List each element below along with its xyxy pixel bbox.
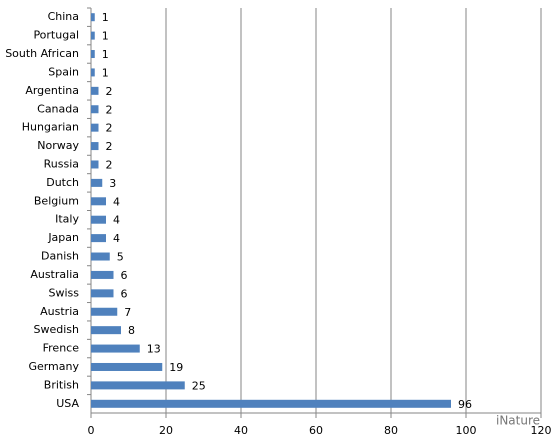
y-tick-label: Australia <box>30 268 79 281</box>
y-tick-label: Danish <box>41 250 79 263</box>
value-label: 4 <box>113 214 120 227</box>
value-label: 2 <box>106 103 113 116</box>
value-label: 1 <box>102 30 109 43</box>
bar <box>91 326 121 335</box>
x-tick-label: 80 <box>384 424 398 437</box>
y-tick-label: China <box>48 10 79 23</box>
y-tick-label: Belgium <box>34 194 79 207</box>
bar <box>91 270 114 279</box>
y-tick-label: Dutch <box>46 176 79 189</box>
bar <box>91 86 99 95</box>
x-tick-label: 60 <box>309 424 323 437</box>
x-tick-label: 40 <box>234 424 248 437</box>
y-tick-label: Frence <box>43 342 80 355</box>
value-label: 2 <box>106 158 113 171</box>
bar <box>91 344 140 353</box>
bar <box>91 13 95 22</box>
y-tick-label: Spain <box>48 65 79 78</box>
bar <box>91 50 95 59</box>
bar <box>91 289 114 298</box>
x-tick-label: 20 <box>159 424 173 437</box>
value-label: 2 <box>106 85 113 98</box>
value-label: 1 <box>102 48 109 61</box>
value-label: 19 <box>169 361 183 374</box>
y-tick-label: Italy <box>55 213 79 226</box>
y-tick-label: USA <box>56 397 79 410</box>
y-tick-label: British <box>44 378 79 391</box>
y-tick-label: Swiss <box>49 286 80 299</box>
bar <box>91 362 163 371</box>
bar <box>91 197 106 206</box>
value-label: 7 <box>124 306 131 319</box>
bar <box>91 215 106 224</box>
value-label: 6 <box>121 269 128 282</box>
y-tick-label: Germany <box>28 360 79 373</box>
value-label: 25 <box>192 379 206 392</box>
y-tick-label: Swedish <box>34 323 80 336</box>
y-tick-label: Austria <box>40 305 79 318</box>
x-tick-label: 100 <box>456 424 477 437</box>
value-label: 2 <box>106 122 113 135</box>
bar <box>91 68 95 77</box>
x-tick-label: 120 <box>531 424 552 437</box>
bar <box>91 160 99 169</box>
value-label: 1 <box>102 11 109 24</box>
bar <box>91 252 110 261</box>
y-tick-label: Japan <box>47 231 79 244</box>
bar <box>91 234 106 243</box>
value-label: 13 <box>147 343 161 356</box>
value-label: 2 <box>106 140 113 153</box>
bar <box>91 105 99 114</box>
y-tick-label: Norway <box>37 139 79 152</box>
y-tick-label: Russia <box>44 157 79 170</box>
bar <box>91 307 118 316</box>
value-label: 3 <box>109 177 116 190</box>
x-tick-label: 0 <box>88 424 95 437</box>
y-tick-label: Argentina <box>25 84 79 97</box>
value-label: 6 <box>121 287 128 300</box>
watermark: iNature <box>496 414 540 428</box>
value-label: 4 <box>113 195 120 208</box>
y-tick-label: Hungarian <box>22 121 79 134</box>
bar <box>91 142 99 151</box>
value-label: 5 <box>117 251 124 264</box>
y-tick-label: Portugal <box>33 29 79 42</box>
bar <box>91 178 103 187</box>
value-label: 8 <box>128 324 135 337</box>
bar <box>91 381 185 390</box>
bar <box>91 123 99 132</box>
value-label: 4 <box>113 232 120 245</box>
value-label: 96 <box>458 398 472 411</box>
y-tick-label: South African <box>5 47 79 60</box>
value-label: 1 <box>102 66 109 79</box>
y-tick-label: Canada <box>37 102 79 115</box>
bar <box>91 399 451 408</box>
bar <box>91 31 95 40</box>
